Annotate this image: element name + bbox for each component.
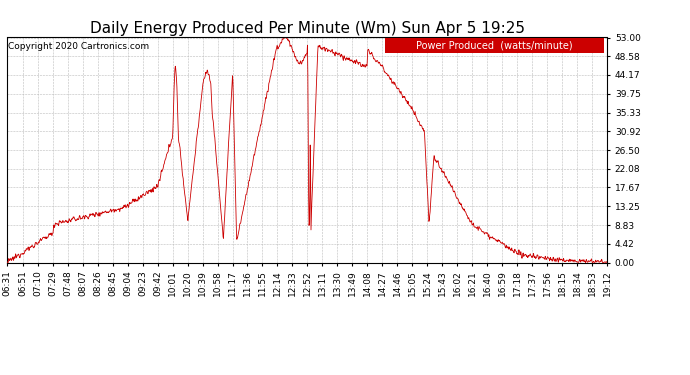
- Text: Copyright 2020 Cartronics.com: Copyright 2020 Cartronics.com: [8, 42, 149, 51]
- Title: Daily Energy Produced Per Minute (Wm) Sun Apr 5 19:25: Daily Energy Produced Per Minute (Wm) Su…: [90, 21, 524, 36]
